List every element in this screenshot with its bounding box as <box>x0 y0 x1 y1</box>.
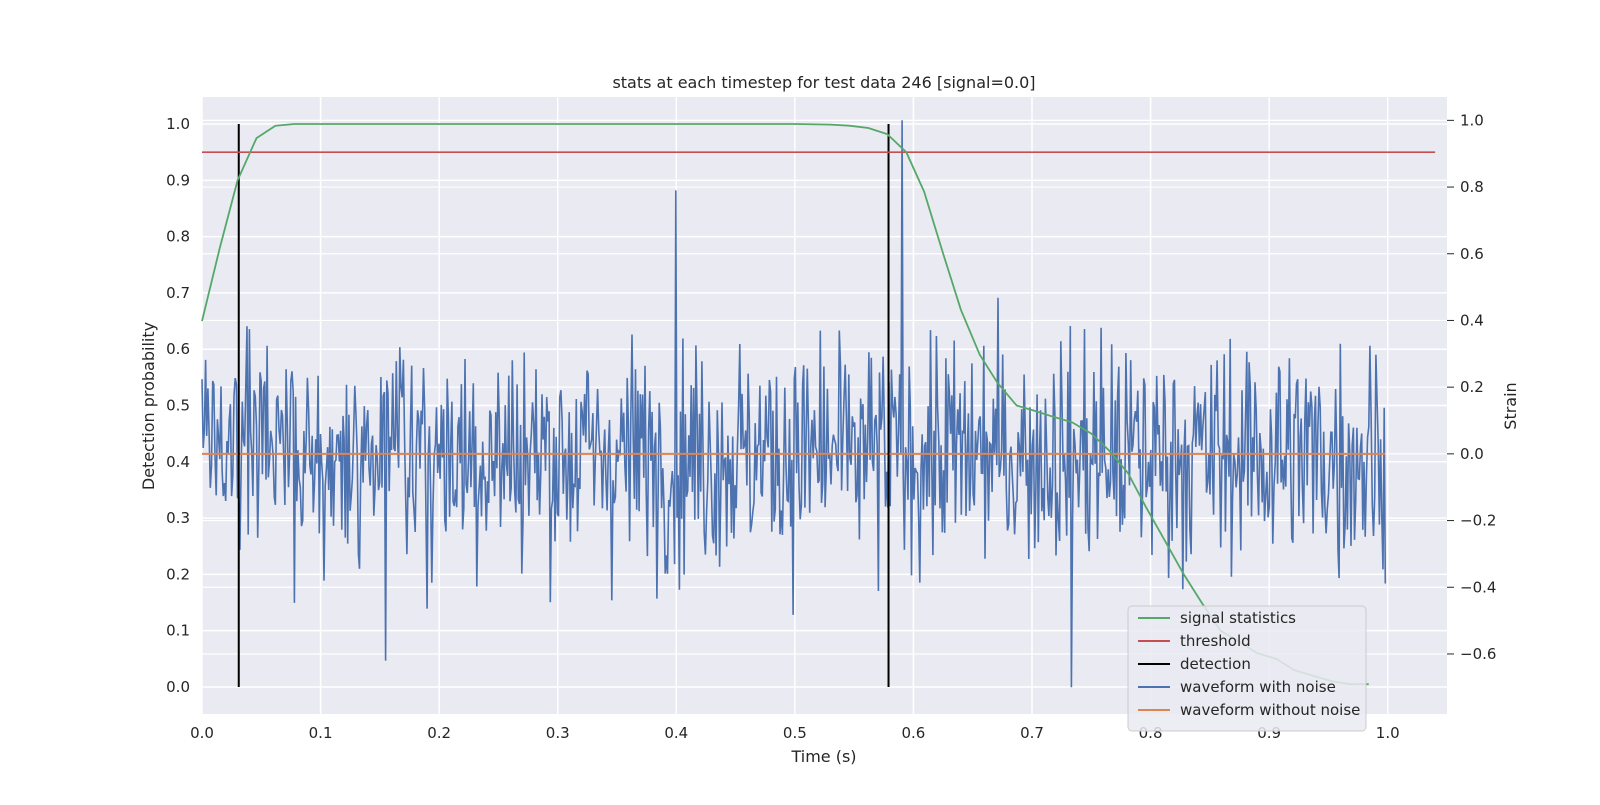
legend-entry: detection <box>1180 655 1251 673</box>
y-right-tick-label: −0.4 <box>1460 578 1496 596</box>
x-tick-label: 0.2 <box>427 724 451 742</box>
y-tick-label: 1.0 <box>166 115 190 133</box>
x-tick-label: 0.5 <box>783 724 807 742</box>
y-axis-right-label: Strain <box>1501 382 1520 429</box>
chart-title: stats at each timestep for test data 246… <box>612 73 1035 92</box>
y-tick-label: 0.2 <box>166 565 190 583</box>
y-tick-label: 0.4 <box>166 453 190 471</box>
series-waveform-with-noise <box>201 120 1387 688</box>
y-tick-label: 0.7 <box>166 284 190 302</box>
y-right-tick-label: 0.4 <box>1460 311 1484 329</box>
legend-entry: threshold <box>1180 632 1251 650</box>
y-right-tick-label: 0.8 <box>1460 178 1484 196</box>
x-tick-label: 0.1 <box>309 724 333 742</box>
y-tick-label: 0.5 <box>166 397 190 415</box>
legend-entry: signal statistics <box>1180 609 1296 627</box>
y-right-tick-label: 1.0 <box>1460 111 1484 129</box>
axes-layer: 0.0 0.1 0.2 0.3 0.4 0.5 0.6 0.7 0.8 0.9 1.0 0.0 0.1 0… <box>166 111 1496 742</box>
y-tick-label: 0.9 <box>166 171 190 189</box>
legend-entry: waveform without noise <box>1180 701 1360 719</box>
x-tick-label: 0.3 <box>546 724 570 742</box>
y-right-tick-label: −0.6 <box>1460 645 1496 663</box>
y-right-tick-label: 0.0 <box>1460 445 1484 463</box>
y-tick-label: 0.3 <box>166 509 190 527</box>
y-tick-label: 0.0 <box>166 678 190 696</box>
legend-entry: waveform with noise <box>1180 678 1336 696</box>
x-tick-label: 0.7 <box>1020 724 1044 742</box>
y-right-tick-label: 0.2 <box>1460 378 1484 396</box>
x-axis-label: Time (s) <box>790 747 856 766</box>
y-tick-label: 0.6 <box>166 340 190 358</box>
x-tick-label: 0.4 <box>664 724 688 742</box>
legend: signal statistics threshold detection wavef… <box>1127 605 1367 732</box>
x-tick-label: 1.0 <box>1376 724 1400 742</box>
x-tick-label: 0.0 <box>190 724 214 742</box>
x-tick-label: 0.6 <box>901 724 925 742</box>
y-tick-label: 0.1 <box>166 622 190 640</box>
y-right-tick-label: 0.6 <box>1460 245 1484 263</box>
y-right-tick-label: −0.2 <box>1460 512 1496 530</box>
legend-box <box>1127 605 1367 732</box>
y-tick-label: 0.8 <box>166 228 190 246</box>
y-axis-label: Detection probability <box>139 322 158 490</box>
